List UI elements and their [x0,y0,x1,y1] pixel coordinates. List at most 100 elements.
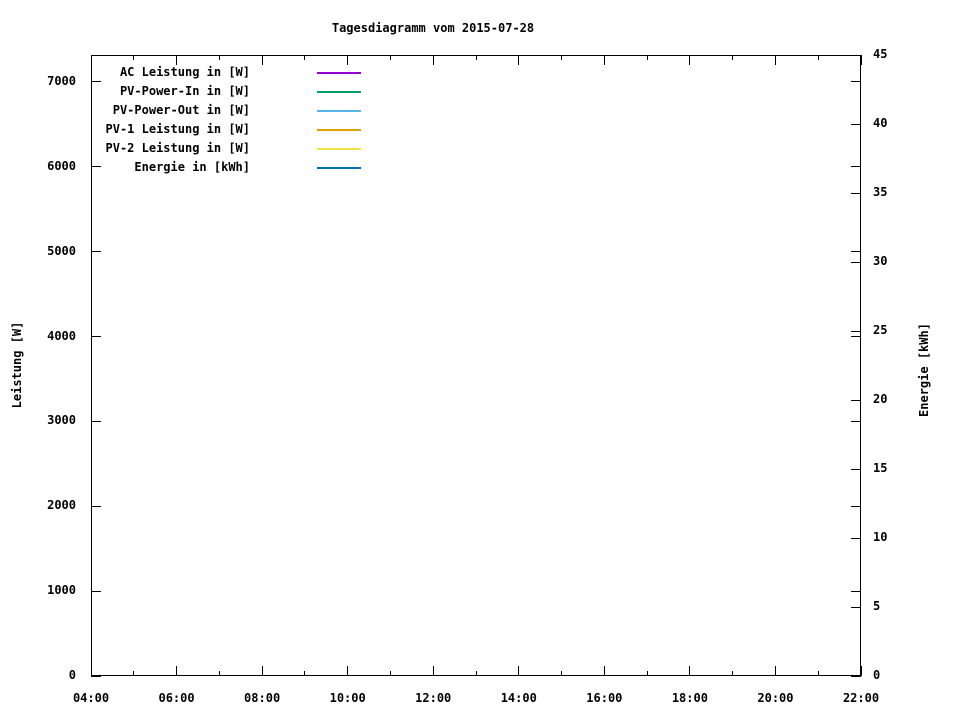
y-right-tick [851,330,861,332]
legend-line-sample [317,110,361,112]
x-tick-minor [646,671,648,676]
y-left-tick-mirror [851,336,861,338]
y-left-tick-label: 4000 [47,328,76,343]
legend-line-sample [317,91,361,93]
x-tick-minor-mirror [304,55,306,60]
y-left-tick [91,81,101,83]
legend-line-sample [317,167,361,169]
y-right-tick [851,675,861,677]
x-tick-major-mirror [518,55,520,65]
legend-line-sample [317,72,361,74]
x-tick-minor [389,671,391,676]
y-right-tick [851,468,861,470]
x-tick-minor [133,671,135,676]
x-tick-label: 10:00 [329,691,366,705]
x-tick-label: 20:00 [757,691,794,705]
y-right-tick [851,537,861,539]
x-tick-major [176,666,178,676]
y-right-tick-label: 40 [873,116,888,130]
y-right-tick [851,192,861,194]
y-right-tick-label: 15 [873,461,888,475]
y-right-tick-label: 25 [873,323,888,337]
legend-item-label: PV-2 Leistung in [W] [105,141,251,155]
x-tick-minor [218,671,220,676]
x-tick-minor-mirror [817,55,819,60]
x-tick-label: 12:00 [415,691,452,705]
x-tick-major [774,666,776,676]
y-right-tick-label: 35 [873,185,888,199]
x-tick-major [432,666,434,676]
x-tick-minor [561,671,563,676]
y-left-tick [91,251,101,253]
chart-title: Tagesdiagramm vom 2015-07-28 [331,21,535,35]
legend-item-label: PV-Power-In in [W] [119,84,250,98]
x-tick-major-mirror [603,55,605,65]
y-right-tick [851,54,861,56]
y-right-tick [851,399,861,401]
legend-item-label: PV-1 Leistung in [W] [105,122,251,136]
x-tick-major-mirror [774,55,776,65]
x-tick-major-mirror [90,55,92,65]
x-tick-major [689,666,691,676]
y-left-tick [91,166,101,168]
y-left-tick [91,675,101,677]
x-tick-major [347,666,349,676]
x-tick-major-mirror [689,55,691,65]
y-left-tick [91,336,101,338]
y-right-tick-label: 45 [873,47,888,61]
legend-item-label: AC Leistung in [W] [119,65,250,79]
y-left-tick-label: 3000 [47,413,76,428]
x-tick-major-mirror [176,55,178,65]
y-left-tick-mirror [851,251,861,253]
y-left-tick-label: 7000 [47,73,76,88]
y-left-tick [91,420,101,422]
y-right-tick [851,261,861,263]
x-tick-minor-mirror [646,55,648,60]
legend-line-sample [317,148,361,150]
x-tick-label: 18:00 [671,691,708,705]
x-tick-minor-mirror [475,55,477,60]
x-tick-major-mirror [261,55,263,65]
x-tick-minor-mirror [218,55,220,60]
y-left-tick-mirror [851,505,861,507]
x-tick-minor-mirror [389,55,391,60]
y-left-tick [91,590,101,592]
x-tick-major [603,666,605,676]
x-tick-minor-mirror [133,55,135,60]
y-right-tick-label: 30 [873,254,888,268]
x-tick-major [90,666,92,676]
y-left-tick-label: 5000 [47,243,76,258]
legend-line-sample [317,129,361,131]
x-tick-label: 16:00 [586,691,623,705]
x-tick-major [518,666,520,676]
y-left-tick-label: 1000 [47,583,76,598]
x-tick-label: 04:00 [72,691,110,705]
y-right-tick [851,123,861,125]
x-tick-minor [304,671,306,676]
x-tick-major-mirror [347,55,349,65]
x-tick-minor [732,671,734,676]
y-left-tick-mirror [851,420,861,422]
y-left-tick-mirror [851,590,861,592]
x-tick-label: 22:00 [842,691,880,705]
y-right-tick [851,606,861,608]
x-tick-minor [817,671,819,676]
x-tick-minor-mirror [732,55,734,60]
x-tick-minor [475,671,477,676]
y-right-tick-label: 10 [873,530,888,544]
x-tick-label: 06:00 [158,691,195,705]
x-tick-major [860,666,862,676]
y-left-tick-label: 2000 [47,498,76,513]
legend-item-label: Energie in [kWh] [134,160,250,174]
y-right-tick-label: 5 [873,599,881,613]
y-left-tick [91,505,101,507]
y-left-tick-label: 6000 [47,158,76,173]
x-tick-major-mirror [860,55,862,65]
y-left-tick-label: 0 [68,668,76,682]
y-left-tick-mirror [851,81,861,83]
y-right-tick-label: 0 [873,668,881,682]
x-tick-major-mirror [432,55,434,65]
x-tick-major [261,666,263,676]
x-tick-minor-mirror [561,55,563,60]
